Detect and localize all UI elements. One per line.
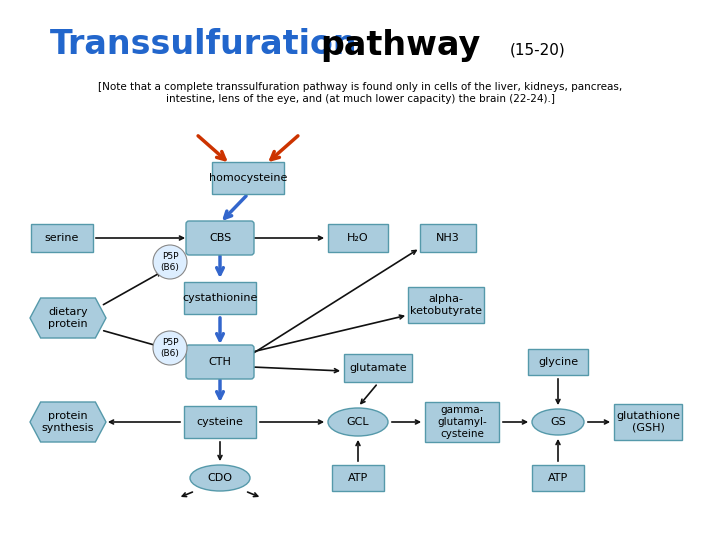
FancyBboxPatch shape <box>186 345 254 379</box>
FancyBboxPatch shape <box>184 282 256 314</box>
FancyBboxPatch shape <box>420 224 476 252</box>
Text: H₂O: H₂O <box>347 233 369 243</box>
FancyBboxPatch shape <box>425 402 499 442</box>
Text: Transsulfuration: Transsulfuration <box>50 29 358 62</box>
Ellipse shape <box>190 465 250 491</box>
Text: glycine: glycine <box>538 357 578 367</box>
Text: alpha-
ketobutyrate: alpha- ketobutyrate <box>410 294 482 316</box>
Text: NH3: NH3 <box>436 233 460 243</box>
Text: intestine, lens of the eye, and (at much lower capacity) the brain (22-24).]: intestine, lens of the eye, and (at much… <box>166 94 554 104</box>
FancyBboxPatch shape <box>528 349 588 375</box>
FancyBboxPatch shape <box>332 465 384 491</box>
FancyBboxPatch shape <box>408 287 484 323</box>
Polygon shape <box>30 402 106 442</box>
FancyBboxPatch shape <box>532 465 584 491</box>
Ellipse shape <box>532 409 584 435</box>
Ellipse shape <box>328 408 388 436</box>
Text: CTH: CTH <box>209 357 231 367</box>
Text: homocysteine: homocysteine <box>209 173 287 183</box>
Text: [Note that a complete transsulfuration pathway is found only in cells of the liv: [Note that a complete transsulfuration p… <box>98 82 622 92</box>
Polygon shape <box>30 298 106 338</box>
FancyBboxPatch shape <box>344 354 412 382</box>
FancyBboxPatch shape <box>212 162 284 194</box>
Text: gamma-
glutamyl-
cysteine: gamma- glutamyl- cysteine <box>437 406 487 438</box>
Text: cystathionine: cystathionine <box>182 293 258 303</box>
Text: ATP: ATP <box>548 473 568 483</box>
FancyBboxPatch shape <box>328 224 388 252</box>
Circle shape <box>153 331 187 365</box>
Text: P5P
(B6): P5P (B6) <box>161 252 179 272</box>
Text: CBS: CBS <box>209 233 231 243</box>
Text: cysteine: cysteine <box>197 417 243 427</box>
Text: P5P
(B6): P5P (B6) <box>161 338 179 357</box>
Text: pathway: pathway <box>320 29 480 62</box>
Text: protein
synthesis: protein synthesis <box>42 411 94 433</box>
Text: GS: GS <box>550 417 566 427</box>
Text: serine: serine <box>45 233 79 243</box>
Text: GCL: GCL <box>347 417 369 427</box>
Text: (15-20): (15-20) <box>510 43 566 57</box>
Text: dietary
protein: dietary protein <box>48 307 88 329</box>
Text: CDO: CDO <box>207 473 233 483</box>
Text: glutamate: glutamate <box>349 363 407 373</box>
FancyBboxPatch shape <box>186 221 254 255</box>
Text: glutathione
(GSH): glutathione (GSH) <box>616 411 680 433</box>
FancyBboxPatch shape <box>184 406 256 438</box>
FancyBboxPatch shape <box>614 404 682 440</box>
FancyBboxPatch shape <box>31 224 93 252</box>
Circle shape <box>153 245 187 279</box>
Text: ATP: ATP <box>348 473 368 483</box>
